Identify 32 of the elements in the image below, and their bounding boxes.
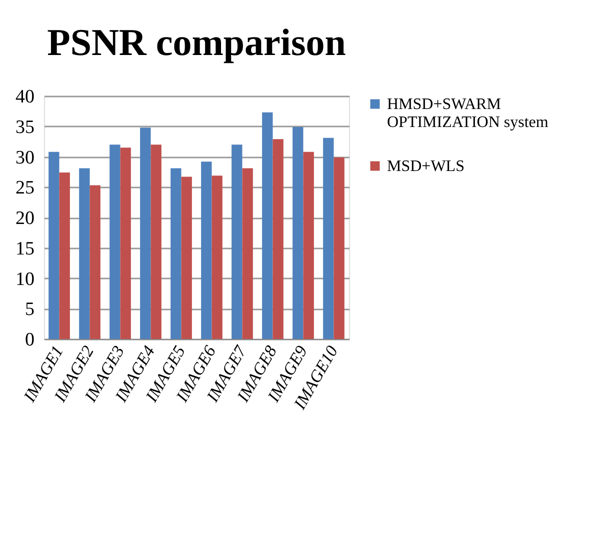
bar [303,152,314,339]
bar [242,168,253,339]
bar [170,168,182,339]
bar [334,157,344,339]
bar [90,185,100,339]
bar [262,112,273,339]
bar [48,152,60,339]
y-tick-label: 0 [25,330,34,350]
chart-title: PSNR comparison [47,22,346,64]
y-tick-label: 30 [16,147,34,168]
y-tick-label: 20 [16,208,34,229]
legend-label: HMSD+SWARM OPTIMIZATION system [387,96,549,131]
y-tick-label: 35 [16,116,34,138]
y-tick-label: 40 [16,86,34,108]
bar [120,148,131,339]
y-tick-label: 15 [16,238,34,260]
y-tick-label: 25 [16,178,34,199]
y-tick-label: 5 [25,299,34,320]
bar [232,144,242,339]
bar [323,138,334,339]
y-tick-label: 10 [16,268,34,290]
bar [292,126,304,339]
bar [140,128,151,339]
bar [150,144,162,339]
bar [201,162,212,339]
bar [59,172,70,339]
bar [181,176,192,339]
bar [272,139,284,339]
legend-label: MSD+WLS [387,158,464,175]
bar [79,168,90,339]
bar [110,144,120,339]
bar [212,176,222,339]
